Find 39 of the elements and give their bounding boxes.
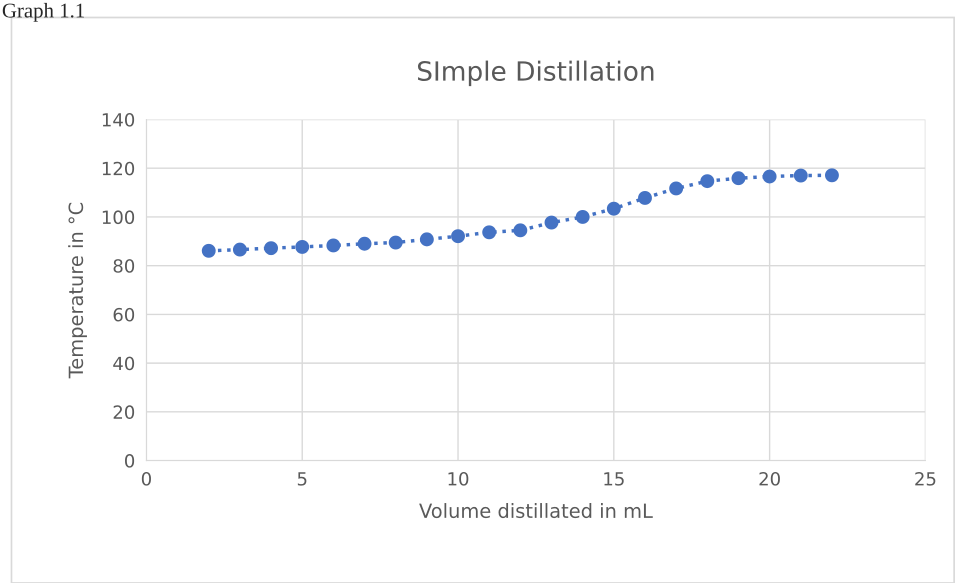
point [420,232,434,246]
y-tick-label: 80 [114,259,134,273]
y-tick-label: 0 [125,454,134,468]
y-tick-label: 60 [114,308,134,322]
point [700,174,714,188]
y-axis-title: Temperature in °C [68,202,87,378]
point [202,244,216,258]
y-tick-label: 20 [114,405,134,419]
point [762,170,777,184]
point [638,191,652,205]
x-tick-label: 25 [915,472,936,486]
chart-title: SImple Distillation [418,60,654,86]
x-tick-label: 0 [142,472,151,486]
point [388,236,403,250]
point [264,241,278,256]
point [824,168,839,182]
point [544,216,558,230]
point [326,238,340,252]
point [232,242,247,257]
x-axis-title: Volume distillated in mL [419,503,653,518]
x-tick-label: 15 [604,472,624,486]
point [295,240,310,254]
y-tick-label: 40 [113,356,134,370]
caption: Graph 1.1 [2,2,84,22]
x-tick-label: 10 [448,472,468,486]
x-tick-label: 5 [298,472,306,486]
point [732,171,746,186]
point [669,182,684,196]
x-tick-label: 20 [759,472,780,486]
y-tick-label: 120 [102,162,134,176]
point [794,168,808,182]
point [606,202,621,216]
point [358,236,372,251]
y-tick-label: 100 [102,210,134,224]
y-tick-label: 140 [102,112,134,127]
point [482,225,496,240]
point [451,229,465,244]
point [576,210,590,224]
point [513,223,528,238]
